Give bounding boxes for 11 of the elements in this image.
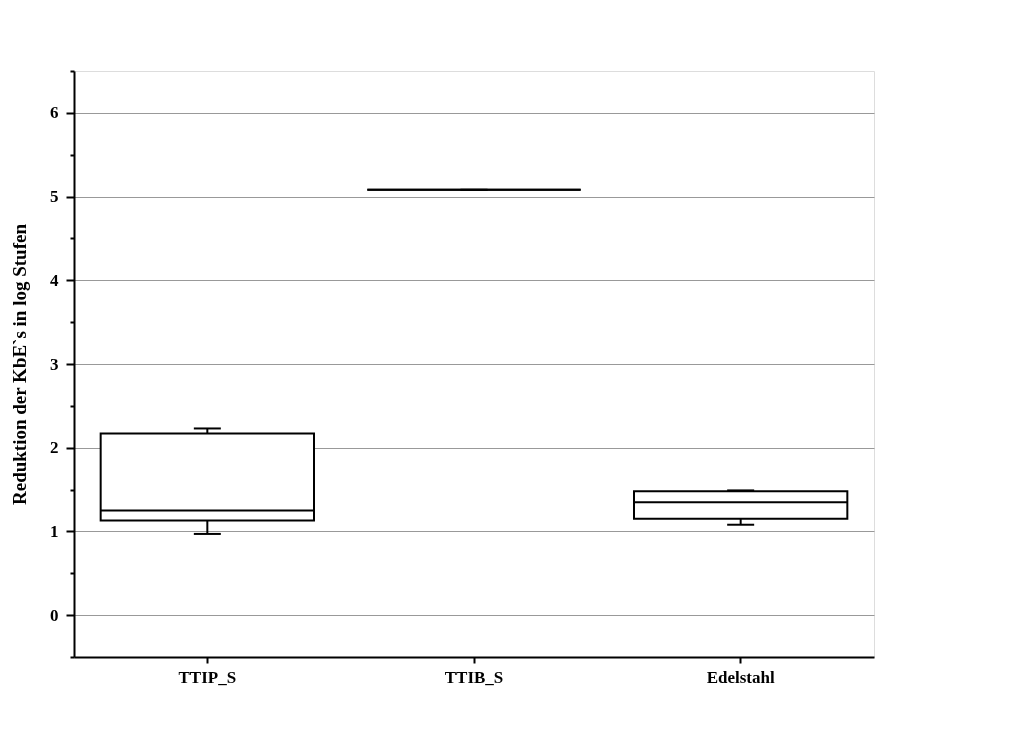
y-tick-label: 1 [50,521,59,541]
y-tick-label: 6 [50,103,59,123]
y-axis-title: Reduktion der KbE`s in log Stufen [9,223,30,506]
y-tick-label: 4 [50,270,59,290]
x-tick-label: TTIP_S [178,667,237,687]
x-tick-label: Edelstahl [706,667,775,687]
y-tick-label: 0 [50,605,59,625]
y-tick-label: 2 [50,438,59,458]
x-tick-label: TTIB_S [444,667,504,687]
y-tick-label: 5 [50,187,59,207]
y-tick-label: 3 [50,354,59,374]
